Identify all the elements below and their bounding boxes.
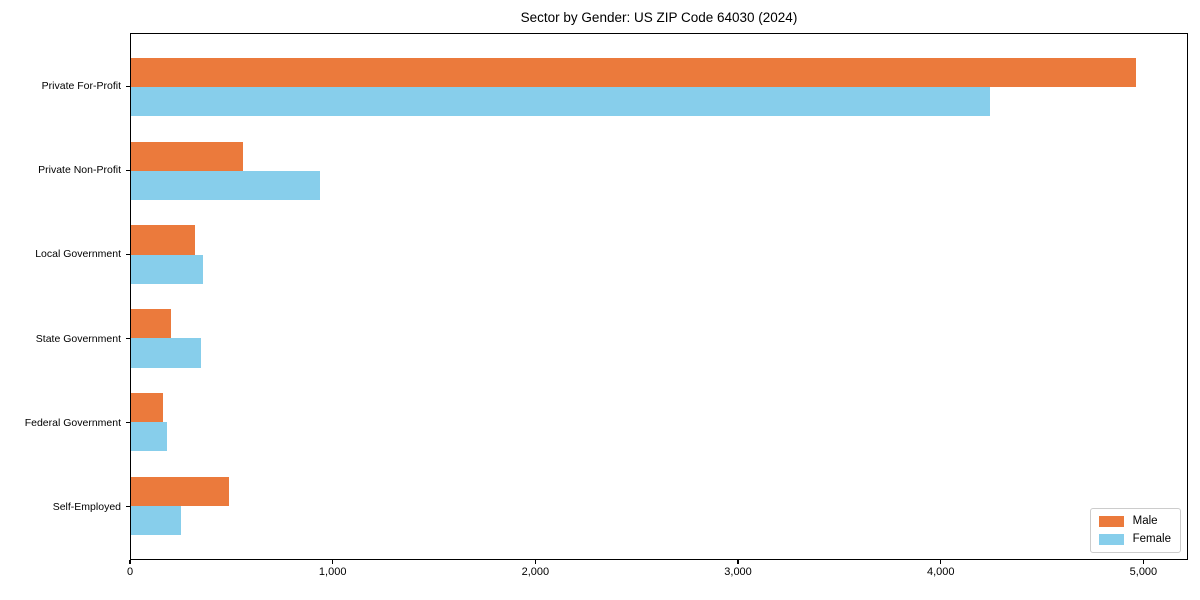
bar-female-private-non-profit (131, 170, 321, 201)
bar-female-local-government (131, 254, 203, 284)
bar-female-private-for-profit (131, 87, 990, 117)
xtick-mark (737, 560, 739, 564)
ytick-mark (126, 421, 130, 424)
legend-item-female: Female (1098, 533, 1171, 546)
ytick-label-state-government: State Government (35, 332, 121, 345)
ytick-label-local-government: Local Government (35, 248, 121, 261)
xtick-mark (1142, 560, 1144, 564)
xtick-label-5000: 5,000 (1129, 566, 1158, 578)
bar-male-self-employed (131, 476, 230, 506)
plot-area: Male Female (130, 33, 1188, 560)
legend-item-male: Male (1098, 515, 1171, 528)
xtick-mark (940, 560, 942, 564)
ytick-label-self-employed: Self-Employed (52, 500, 121, 513)
legend-swatch-male (1098, 516, 1124, 527)
chart-title: Sector by Gender: US ZIP Code 64030 (202… (520, 10, 798, 25)
ytick-label-private-for-profit: Private For-Profit (41, 80, 121, 93)
legend-label-female: Female (1132, 533, 1171, 545)
ytick-label-federal-government: Federal Government (24, 416, 121, 429)
bar-male-federal-government (131, 392, 164, 423)
xtick-label-2000: 2,000 (521, 566, 550, 578)
xtick-label-3000: 3,000 (724, 566, 752, 578)
bar-female-federal-government (131, 422, 168, 452)
ytick-mark (126, 85, 130, 87)
legend: Male Female (1089, 508, 1181, 553)
legend-label-male: Male (1132, 515, 1158, 527)
ytick-mark (126, 506, 130, 508)
legend-swatch-female (1098, 534, 1124, 545)
ytick-label-private-non-profit: Private Non-Profit (38, 164, 121, 177)
ytick-mark (126, 169, 130, 171)
ytick-mark (126, 253, 130, 256)
bar-male-private-for-profit (131, 57, 1137, 88)
bar-male-local-government (131, 225, 195, 255)
bar-male-state-government (131, 309, 172, 339)
xtick-mark (129, 560, 131, 564)
ytick-mark (126, 337, 130, 340)
xtick-label-4000: 4,000 (926, 566, 955, 578)
xtick-label-1000: 1,000 (318, 566, 347, 578)
xtick-mark (534, 560, 536, 564)
bar-female-self-employed (131, 505, 181, 536)
xtick-mark (332, 560, 334, 564)
bar-female-state-government (131, 338, 201, 368)
bar-male-private-non-profit (131, 141, 244, 171)
xtick-label-0: 0 (126, 566, 134, 578)
